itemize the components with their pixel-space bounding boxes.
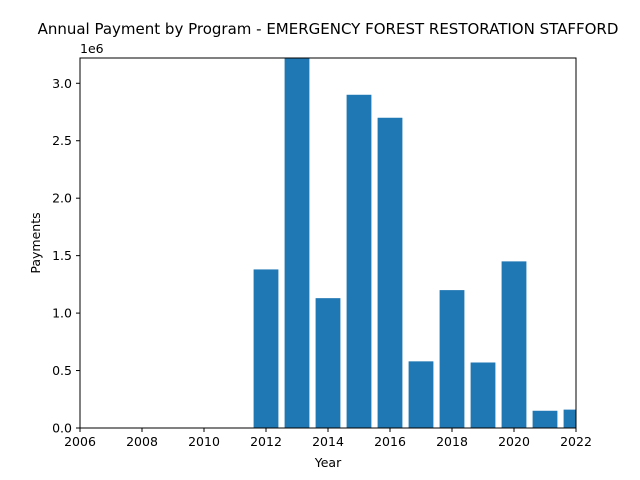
x-tick-label: 2008 bbox=[126, 434, 158, 449]
y-tick-label: 3.0 bbox=[52, 76, 72, 91]
y-tick-label: 1.5 bbox=[52, 248, 72, 263]
y-axis-ticks: 0.0 0.5 1.0 1.5 2.0 2.5 3.0 bbox=[52, 76, 80, 436]
bar-2012 bbox=[253, 269, 279, 428]
y-tick-label: 2.5 bbox=[52, 133, 72, 148]
x-tick-label: 2006 bbox=[64, 434, 96, 449]
bar-2013 bbox=[284, 58, 310, 428]
bar-2019 bbox=[470, 362, 496, 428]
y-tick-label: 0.5 bbox=[52, 363, 72, 378]
bar-2016 bbox=[377, 117, 403, 428]
y-tick-label: 1.0 bbox=[52, 306, 72, 321]
x-tick-label: 2012 bbox=[250, 434, 282, 449]
bar-2014 bbox=[315, 298, 341, 428]
x-tick-label: 2020 bbox=[498, 434, 530, 449]
bar-2022 bbox=[563, 409, 576, 428]
chart-title: Annual Payment by Program - EMERGENCY FO… bbox=[38, 20, 619, 38]
bar-2021 bbox=[532, 410, 558, 428]
y-offset-text: 1e6 bbox=[80, 41, 104, 56]
x-tick-label: 2018 bbox=[436, 434, 468, 449]
y-axis-label: Payments bbox=[28, 212, 43, 273]
y-tick-label: 2.0 bbox=[52, 191, 72, 206]
bars-group bbox=[253, 58, 576, 428]
x-tick-label: 2010 bbox=[188, 434, 220, 449]
x-tick-label: 2014 bbox=[312, 434, 344, 449]
plot-frame bbox=[79, 57, 577, 429]
x-tick-label: 2022 bbox=[560, 434, 592, 449]
x-axis-ticks: 2006 2008 2010 2012 2014 2016 2018 2020 2022 bbox=[64, 428, 592, 449]
y-tick-label: 0.0 bbox=[52, 421, 72, 436]
x-axis-label: Year bbox=[314, 455, 342, 470]
bar-2017 bbox=[408, 361, 434, 428]
bar-2018 bbox=[439, 290, 465, 428]
x-tick-label: 2016 bbox=[374, 434, 406, 449]
bar-2015 bbox=[346, 94, 372, 428]
bar-2020 bbox=[501, 261, 527, 428]
